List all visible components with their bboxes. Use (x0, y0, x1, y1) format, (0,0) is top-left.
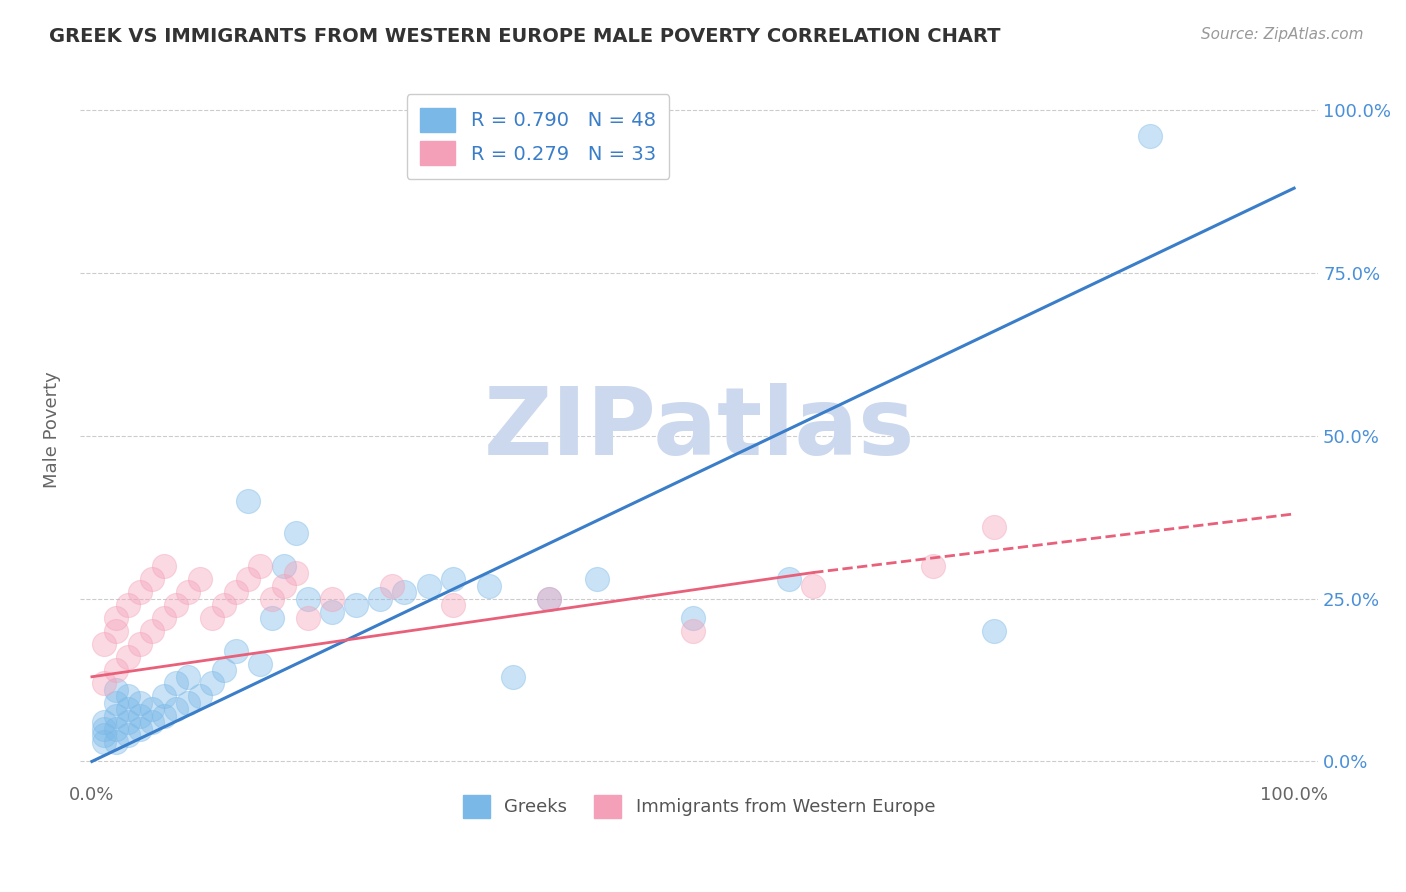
Point (321, 605, 343, 619)
Point (104, 624, 127, 639)
Point (117, 715, 139, 730)
Point (129, 585, 152, 599)
Point (104, 735, 127, 749)
Point (93, 735, 115, 749)
Point (153, 611, 176, 625)
Point (297, 591, 319, 606)
Point (104, 663, 127, 677)
Point (93, 676, 115, 690)
Y-axis label: Male Poverty: Male Poverty (44, 371, 60, 488)
Point (585, 572, 607, 586)
Point (201, 676, 224, 690)
Point (321, 591, 343, 606)
Point (478, 578, 501, 592)
Point (249, 559, 271, 574)
Point (141, 572, 163, 586)
Point (922, 559, 945, 574)
Point (273, 578, 295, 592)
Point (93, 722, 115, 736)
Point (188, 572, 211, 586)
Point (93, 728, 115, 742)
Point (141, 702, 163, 716)
Point (1139, 129, 1161, 144)
Point (297, 611, 319, 625)
Point (201, 611, 224, 625)
Point (212, 663, 235, 677)
Point (381, 578, 404, 592)
Point (238, 572, 260, 586)
Point (273, 559, 295, 574)
Point (117, 702, 139, 716)
Text: ZIPatlas: ZIPatlas (484, 384, 915, 475)
Point (117, 690, 139, 704)
Text: GREEK VS IMMIGRANTS FROM WESTERN EUROPE MALE POVERTY CORRELATION CHART: GREEK VS IMMIGRANTS FROM WESTERN EUROPE … (49, 27, 1001, 45)
Point (249, 657, 271, 671)
Point (165, 676, 187, 690)
Point (153, 559, 176, 574)
Point (129, 637, 152, 651)
Point (177, 696, 200, 710)
Point (104, 611, 127, 625)
Point (262, 591, 284, 606)
Point (370, 591, 392, 606)
Point (285, 526, 308, 541)
Point (537, 591, 560, 606)
Point (682, 611, 704, 625)
Point (225, 585, 247, 599)
Point (117, 728, 139, 742)
Point (418, 578, 440, 592)
Point (983, 520, 1005, 534)
Point (93, 715, 115, 730)
Point (104, 709, 127, 723)
Point (441, 598, 464, 612)
Point (129, 709, 152, 723)
Point (262, 611, 284, 625)
Point (238, 494, 260, 508)
Point (141, 715, 163, 730)
Point (394, 585, 416, 599)
Point (117, 598, 139, 612)
Text: Source: ZipAtlas.com: Source: ZipAtlas.com (1201, 27, 1364, 42)
Point (285, 566, 308, 580)
Point (212, 598, 235, 612)
Point (225, 643, 247, 657)
Point (177, 585, 200, 599)
Point (441, 572, 464, 586)
Point (801, 578, 824, 592)
Point (153, 690, 176, 704)
Point (537, 591, 560, 606)
Point (165, 702, 187, 716)
Point (177, 670, 200, 684)
Point (682, 624, 704, 639)
Point (93, 637, 115, 651)
Point (141, 624, 163, 639)
Point (502, 670, 524, 684)
Legend: Greeks, Immigrants from Western Europe: Greeks, Immigrants from Western Europe (456, 789, 942, 825)
Point (129, 722, 152, 736)
Point (344, 598, 367, 612)
Point (104, 696, 127, 710)
Point (104, 722, 127, 736)
Point (165, 598, 187, 612)
Point (117, 650, 139, 665)
Point (983, 624, 1005, 639)
Point (778, 572, 800, 586)
Point (153, 709, 176, 723)
Point (129, 696, 152, 710)
Point (104, 682, 127, 697)
Point (188, 690, 211, 704)
